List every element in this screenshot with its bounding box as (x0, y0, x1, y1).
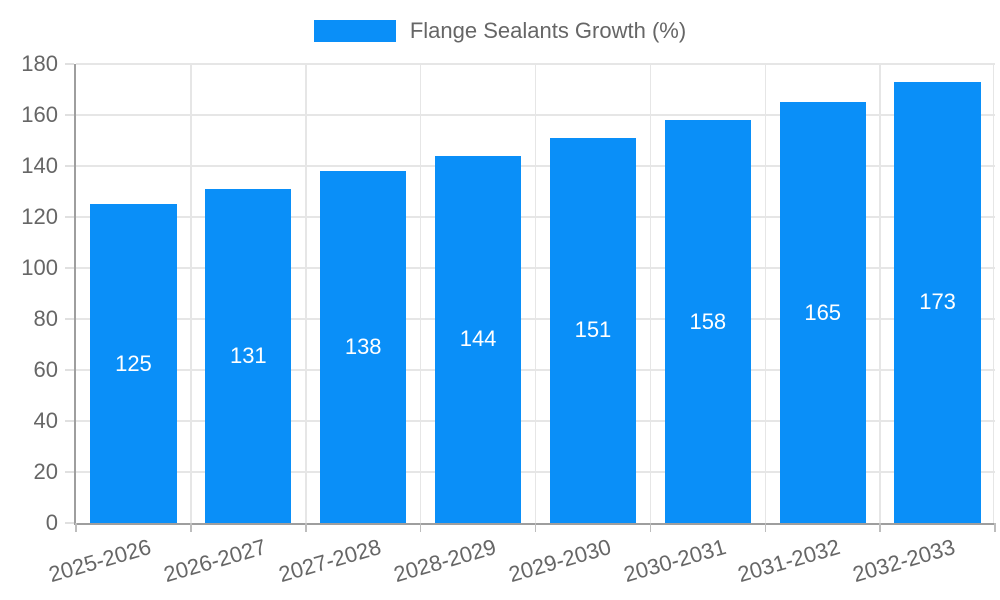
legend-label: Flange Sealants Growth (%) (409, 18, 687, 43)
gridline-vertical (534, 64, 537, 523)
bar[interactable]: 151 (549, 137, 637, 523)
x-axis-tick (764, 523, 766, 532)
y-axis-label: 160 (21, 102, 58, 127)
legend[interactable]: Flange Sealants Growth (%) (0, 18, 1000, 44)
gridline-vertical (879, 64, 881, 523)
bar[interactable]: 173 (894, 81, 981, 523)
bar-value-label: 165 (804, 299, 842, 325)
bar[interactable]: 131 (205, 188, 292, 523)
gridline-vertical (419, 64, 422, 523)
y-axis-label: 120 (21, 204, 58, 229)
x-axis-label: 2030-2031 (620, 534, 729, 588)
x-axis-tick (75, 523, 77, 532)
x-axis-label: 2027-2028 (275, 534, 384, 588)
y-axis-label: 80 (33, 306, 58, 331)
x-axis-label: 2028-2029 (390, 534, 499, 588)
x-axis-label: 2031-2032 (735, 534, 844, 588)
y-axis-label: 0 (45, 510, 58, 535)
y-axis-tick (65, 420, 74, 422)
x-axis-label: 2025-2026 (46, 534, 155, 588)
y-axis-tick (65, 267, 74, 269)
y-axis-tick (65, 216, 74, 218)
y-axis-label: 180 (21, 51, 58, 76)
bar-value-label: 173 (919, 289, 956, 315)
x-axis-tick (305, 523, 307, 532)
bar-value-label: 131 (229, 342, 267, 368)
gridline-vertical (190, 64, 192, 523)
x-axis-tick (994, 523, 996, 532)
x-axis-label: 2032-2033 (850, 534, 959, 588)
y-axis-label: 20 (33, 459, 58, 484)
y-axis-label: 140 (21, 153, 58, 178)
y-axis-tick (65, 522, 74, 524)
y-axis-tick (65, 114, 74, 116)
bar-value-label: 125 (115, 350, 152, 376)
x-axis-tick (879, 523, 881, 532)
x-axis-tick (649, 523, 652, 532)
gridline-vertical (764, 64, 766, 523)
legend-swatch (313, 20, 396, 42)
x-axis-tick (419, 523, 422, 532)
y-axis-tick (65, 63, 74, 65)
bar[interactable]: 125 (90, 204, 177, 523)
gridline-vertical (649, 64, 652, 523)
y-axis-label: 100 (21, 255, 58, 280)
y-axis-tick (65, 369, 74, 371)
gridline-vertical (305, 64, 307, 523)
x-axis-label: 2029-2030 (505, 534, 614, 588)
y-axis-tick (65, 318, 74, 320)
bar-value-label: 158 (689, 308, 727, 334)
y-axis-label: 60 (33, 357, 58, 382)
bar-value-label: 138 (344, 334, 382, 360)
bar[interactable]: 158 (664, 120, 751, 523)
bar[interactable]: 138 (320, 171, 407, 523)
bar[interactable]: 165 (779, 102, 866, 523)
bar-value-label: 151 (574, 317, 612, 343)
plot-area: 125 131 138 144 151 158 165 173 0 20 40 60 80 100 120… (21, 52, 996, 587)
y-axis-label: 40 (33, 408, 58, 433)
y-axis-tick (65, 471, 74, 473)
x-axis-tick (190, 523, 192, 532)
x-axis-tick (534, 523, 537, 532)
bar[interactable]: 144 (434, 155, 522, 523)
gridline-vertical (992, 64, 995, 523)
x-axis-label: 2026-2027 (160, 534, 269, 588)
bar-value-label: 144 (459, 326, 497, 352)
y-axis-tick (65, 165, 74, 167)
